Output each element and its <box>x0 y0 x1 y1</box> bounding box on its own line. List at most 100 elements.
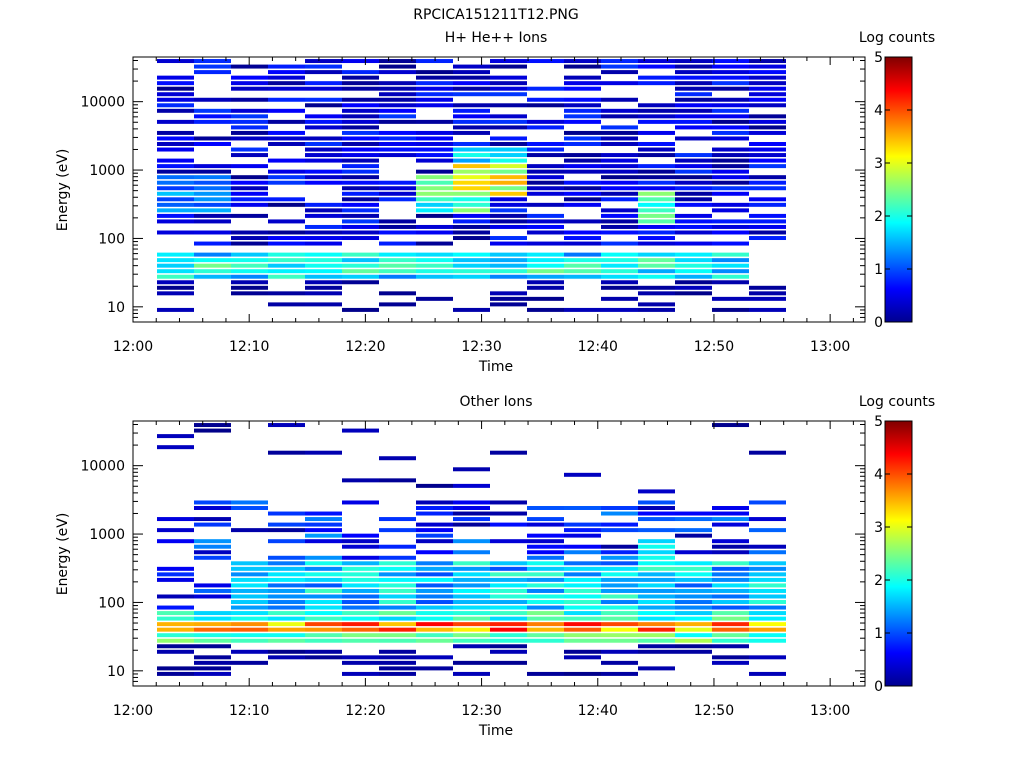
heatmap-cell <box>749 230 786 235</box>
heatmap-cell <box>638 561 675 566</box>
heatmap-cell <box>453 147 490 152</box>
heatmap-cell <box>749 500 786 505</box>
heatmap-cell <box>675 622 712 627</box>
heatmap-cell <box>527 594 564 599</box>
heatmap-cell <box>527 202 564 207</box>
heatmap-cell <box>157 213 194 218</box>
heatmap-cell <box>675 649 712 654</box>
heatmap-cell <box>305 103 342 108</box>
heatmap-cell <box>527 600 564 605</box>
heatmap-cell <box>638 269 675 274</box>
heatmap-cell <box>194 500 231 505</box>
heatmap-cell <box>194 611 231 616</box>
heatmap-cell <box>379 616 416 621</box>
heatmap-cell <box>453 75 490 80</box>
heatmap-cell <box>157 622 194 627</box>
heatmap-cell <box>712 296 749 301</box>
heatmap-cell <box>712 660 749 665</box>
heatmap-cell <box>675 550 712 555</box>
heatmap-cell <box>527 97 564 102</box>
heatmap-cell <box>527 191 564 196</box>
heatmap-cell <box>305 224 342 229</box>
heatmap-cell <box>416 230 453 235</box>
heatmap-cell <box>749 70 786 75</box>
heatmap-cell <box>379 241 416 246</box>
heatmap-cell <box>638 302 675 307</box>
heatmap-cell <box>638 511 675 516</box>
heatmap-cell <box>416 577 453 582</box>
x-tick-label: 12:10 <box>229 339 269 355</box>
heatmap-cell <box>416 169 453 174</box>
heatmap-cell <box>749 114 786 119</box>
heatmap-cell <box>712 566 749 571</box>
heatmap-cell <box>416 561 453 566</box>
heatmap-cell <box>416 296 453 301</box>
heatmap-cell <box>305 97 342 102</box>
heatmap-cell <box>675 627 712 632</box>
heatmap-cell <box>305 263 342 268</box>
heatmap-cell <box>231 97 268 102</box>
heatmap-cell <box>564 655 601 660</box>
x-tick-label: 12:40 <box>578 339 618 355</box>
heatmap-cell <box>268 97 305 102</box>
heatmap-cell <box>527 633 564 638</box>
heatmap-cell <box>268 528 305 533</box>
heatmap-cell <box>268 175 305 180</box>
heatmap-cell <box>194 202 231 207</box>
heatmap-cell <box>601 522 638 527</box>
heatmap-cell <box>268 158 305 163</box>
heatmap-cell <box>268 638 305 643</box>
heatmap-cell <box>564 258 601 263</box>
heatmap-cell <box>712 86 749 91</box>
heatmap-cell <box>157 566 194 571</box>
heatmap-cell <box>638 142 675 146</box>
heatmap-cell <box>712 280 749 285</box>
heatmap-cell <box>342 191 379 196</box>
heatmap-cell <box>712 611 749 616</box>
heatmap-cell <box>379 566 416 571</box>
heatmap-cell <box>305 180 342 185</box>
heatmap-cell <box>342 136 379 141</box>
heatmap-cell <box>379 92 416 97</box>
heatmap-cell <box>453 230 490 235</box>
heatmap-cell <box>268 197 305 202</box>
heatmap-cell <box>749 119 786 124</box>
heatmap-cell <box>305 213 342 218</box>
heatmap-cell <box>601 550 638 555</box>
heatmap-cell <box>490 258 527 263</box>
heatmap-cell <box>564 528 601 533</box>
heatmap-cell <box>675 81 712 86</box>
heatmap-cell <box>601 197 638 202</box>
heatmap-cell <box>379 224 416 229</box>
heatmap-cell <box>712 81 749 86</box>
heatmap-cell <box>749 600 786 605</box>
heatmap-cell <box>342 572 379 577</box>
heatmap-cell <box>416 528 453 533</box>
heatmap-cell <box>638 600 675 605</box>
heatmap-cell <box>416 666 453 671</box>
heatmap-cell <box>638 644 675 649</box>
heatmap-cell <box>712 550 749 555</box>
heatmap-cell <box>564 64 601 69</box>
heatmap-cell <box>231 213 268 218</box>
heatmap-cell <box>638 528 675 533</box>
heatmap-cell <box>379 666 416 671</box>
heatmap-cell <box>712 423 749 428</box>
heatmap-cell <box>231 633 268 638</box>
heatmap-cell <box>749 86 786 91</box>
heatmap-cell <box>453 153 490 158</box>
heatmap-cell <box>268 633 305 638</box>
heatmap-cell <box>194 550 231 555</box>
heatmap-cell <box>231 147 268 152</box>
heatmap-cell <box>453 64 490 69</box>
heatmap-cell <box>268 136 305 141</box>
heatmap-cell <box>416 86 453 91</box>
heatmap-cell <box>379 136 416 141</box>
heatmap-cell <box>490 175 527 180</box>
heatmap-cell <box>675 153 712 158</box>
heatmap-cell <box>379 600 416 605</box>
colorbar-tick-label: 2 <box>874 573 883 589</box>
heatmap-cell <box>157 285 194 290</box>
heatmap-cell <box>379 555 416 560</box>
heatmap-cell <box>749 97 786 102</box>
